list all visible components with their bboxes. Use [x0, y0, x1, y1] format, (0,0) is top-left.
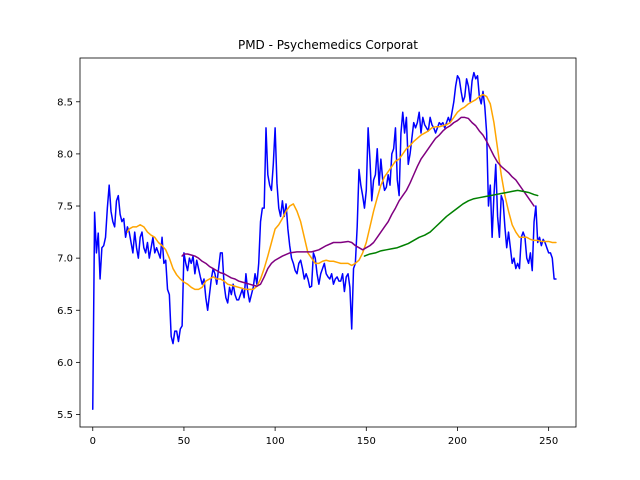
y-tick-label: 6.0: [57, 358, 73, 369]
series-line-moving-average-long: [363, 189, 539, 257]
series-layer: [92, 71, 557, 411]
x-tick-label: 200: [448, 436, 467, 447]
plot-frame: [79, 57, 577, 428]
x-tick-label: 250: [539, 436, 558, 447]
y-tick-label: 5.5: [57, 410, 73, 421]
y-tick-label: 6.5: [57, 306, 73, 317]
y-tick-label: 8.0: [57, 149, 73, 160]
y-tick-label: 7.0: [57, 254, 73, 265]
x-tick-label: 50: [178, 436, 191, 447]
chart-title: PMD - Psychemedics Corporat: [238, 38, 418, 52]
x-tick-label: 150: [357, 436, 376, 447]
series-line-moving-average-medium: [181, 116, 535, 288]
y-tick-label: 8.5: [57, 97, 73, 108]
y-axis: 5.5 6.0 6.5 7.0 7.5 8.0 8.5: [57, 97, 80, 421]
y-tick-label: 7.5: [57, 202, 73, 213]
x-axis: 0 50 100 150 200 250: [90, 427, 558, 447]
x-tick-label: 0: [90, 436, 96, 447]
series-line-price: [92, 71, 557, 411]
series-line-moving-average-short: [126, 93, 557, 291]
x-tick-label: 100: [266, 436, 285, 447]
